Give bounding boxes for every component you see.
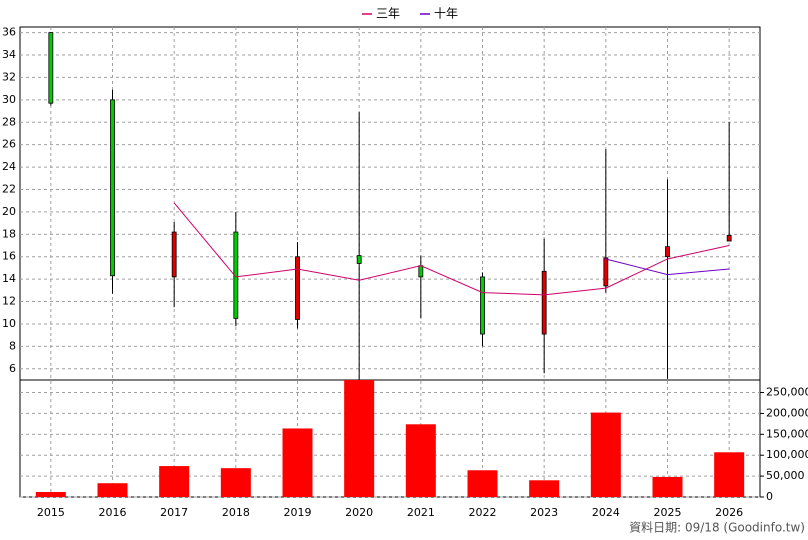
volume-tick-label: 0 (766, 490, 773, 503)
y-tick-label: 20 (2, 205, 16, 218)
volume-bar (590, 412, 621, 497)
volume-bar (220, 468, 251, 497)
volume-bar (652, 476, 683, 497)
x-tick-label: 2020 (345, 506, 373, 519)
candle-body (665, 246, 670, 258)
x-tick-label: 2024 (592, 506, 620, 519)
y-tick-label: 34 (2, 48, 16, 61)
y-tick-label: 16 (2, 250, 16, 263)
volume-bar (35, 491, 66, 497)
plot-frame (19, 26, 761, 498)
y-tick-label: 36 (2, 26, 16, 39)
candle-body (418, 265, 424, 278)
y-tick-label: 24 (2, 160, 16, 173)
candle-body (603, 257, 609, 287)
x-tick-label: 2017 (160, 506, 188, 519)
volume-bar (159, 466, 190, 497)
ma-line (605, 258, 730, 276)
volume-bar (467, 470, 498, 497)
candle-body (295, 256, 300, 320)
y-tick-label: 32 (2, 70, 16, 83)
volume-tick-label: 250,000 (766, 386, 808, 399)
ma-line (173, 202, 730, 296)
volume-tick-label: 150,000 (766, 427, 808, 440)
candle-body (480, 276, 485, 335)
candle-body (726, 235, 732, 242)
candle-body (110, 99, 115, 277)
x-tick-label: 2018 (222, 506, 250, 519)
y-tick-label: 28 (2, 115, 16, 128)
x-tick-label: 2022 (469, 506, 497, 519)
footer: 資料日期: 09/18 (Goodinfo.tw) (629, 521, 805, 535)
volume-bar (714, 452, 745, 497)
x-tick-label: 2016 (99, 506, 127, 519)
volume-bar (344, 380, 375, 497)
y-tick-label: 26 (2, 138, 16, 151)
legend-label: 十年 (434, 7, 458, 21)
y-tick-label: 18 (2, 227, 16, 240)
y-tick-label: 6 (9, 362, 16, 375)
x-tick-label: 2021 (407, 506, 435, 519)
candle-body (171, 231, 177, 278)
volume-bar (97, 483, 128, 497)
y-tick-label: 22 (2, 182, 16, 195)
x-tick-label: 2023 (530, 506, 558, 519)
volume-tick-label: 100,000 (766, 448, 808, 461)
y-tick-label: 8 (9, 339, 16, 352)
candle-body (541, 270, 547, 335)
volume-bar (529, 480, 560, 497)
x-tick-label: 2026 (715, 506, 743, 519)
candle-body (48, 32, 54, 104)
x-tick-label: 2015 (37, 506, 65, 519)
volume-bar (405, 424, 436, 497)
legend-label: 三年 (376, 7, 400, 21)
volume-tick-label: 50,000 (766, 469, 805, 482)
y-tick-label: 12 (2, 295, 16, 308)
y-tick-label: 10 (2, 317, 16, 330)
volume-tick-label: 200,000 (766, 406, 808, 419)
y-tick-label: 14 (2, 272, 16, 285)
x-tick-label: 2019 (284, 506, 312, 519)
x-tick-label: 2025 (654, 506, 682, 519)
volume-bar (282, 428, 313, 497)
y-tick-label: 30 (2, 93, 16, 106)
candle-body (356, 255, 362, 264)
